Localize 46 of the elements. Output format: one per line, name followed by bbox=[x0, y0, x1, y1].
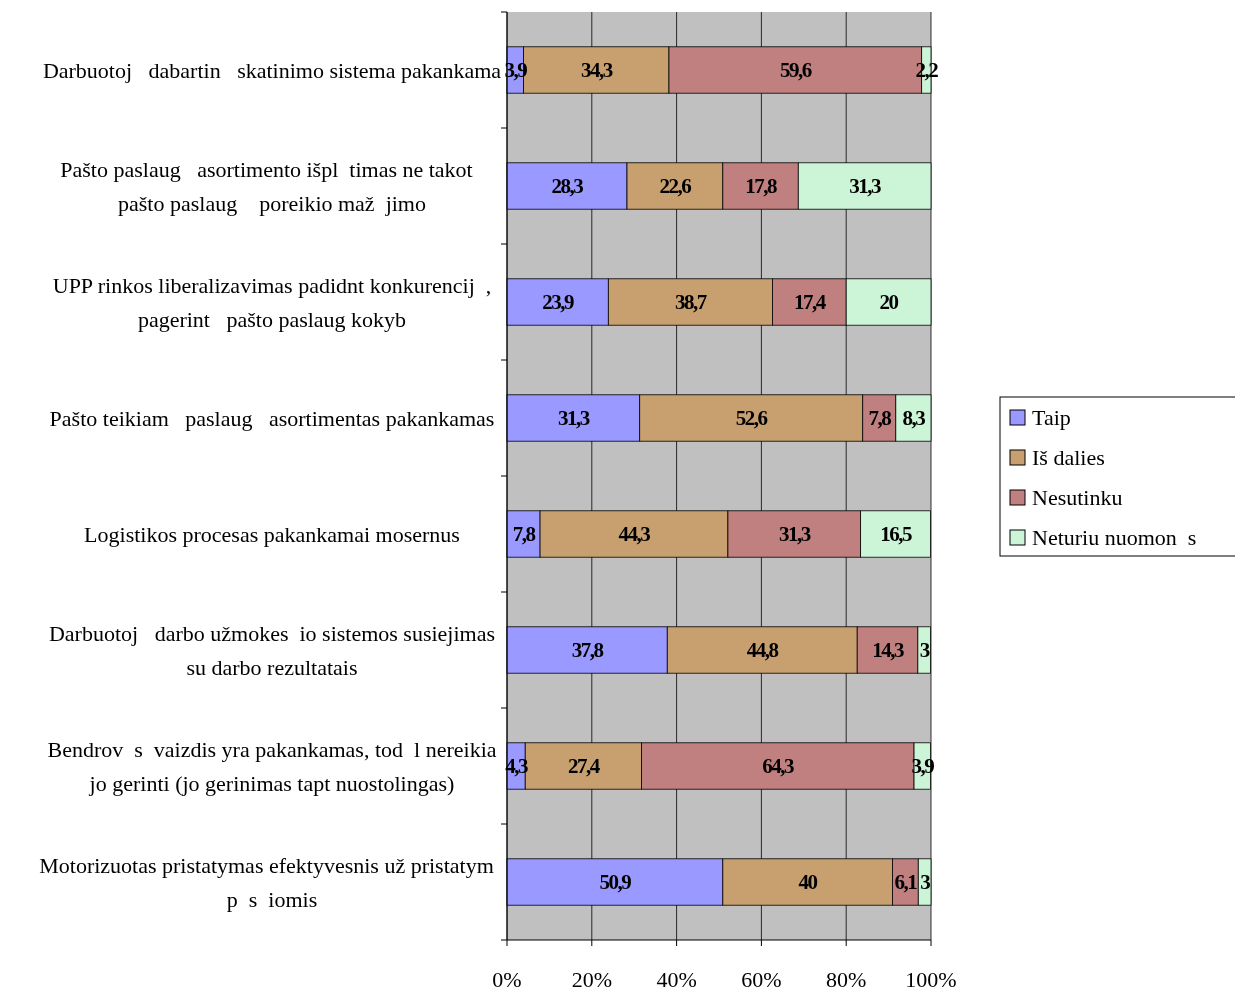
data-label: 17,8 bbox=[745, 174, 777, 199]
y-tick-label: UPP rinkos liberalizavimas padidnt konkurencij , pagerint pašto paslaug kokyb bbox=[52, 272, 492, 332]
x-tick-label: 80% bbox=[826, 967, 867, 991]
data-label: 38,7 bbox=[675, 290, 707, 315]
data-label: 23,9 bbox=[542, 290, 575, 315]
legend-label: Nesutinku bbox=[1032, 485, 1123, 510]
data-label: 22,6 bbox=[659, 174, 692, 199]
x-tick-label: 60% bbox=[741, 967, 782, 991]
data-label: 17,4 bbox=[793, 290, 827, 315]
data-label: 31,3 bbox=[849, 174, 882, 199]
data-label: 44,3 bbox=[618, 522, 651, 547]
y-tick-label: Bendrov s vaizdis yra pakankamas, tod l nereikia jo gerinti (jo gerinimas tapt nuostolingas) bbox=[47, 736, 497, 796]
data-label: 52,6 bbox=[735, 406, 768, 431]
y-tick-label: Darbuotoj dabartin skatinimo sistema pakankama bbox=[42, 57, 502, 83]
data-label: 34,3 bbox=[580, 58, 613, 83]
data-label: 37,8 bbox=[571, 638, 604, 663]
data-label: 20 bbox=[879, 290, 899, 315]
data-label: 16,5 bbox=[880, 522, 912, 547]
x-tick-label: 20% bbox=[571, 967, 612, 991]
data-label: 8,3 bbox=[902, 406, 926, 431]
data-label: 28,3 bbox=[551, 174, 584, 199]
data-label: 50,9 bbox=[599, 870, 632, 895]
data-label: 27,4 bbox=[567, 754, 601, 779]
x-tick-label: 0% bbox=[492, 967, 522, 991]
data-label: 3 bbox=[920, 870, 931, 895]
data-label: 44,8 bbox=[746, 638, 779, 663]
data-label: 59,6 bbox=[779, 58, 812, 83]
y-tick-label: Pašto teikiam paslaug asortimentas pakankamas bbox=[49, 405, 495, 431]
legend-label: Iš dalies bbox=[1032, 445, 1105, 470]
data-label: 31,3 bbox=[557, 406, 590, 431]
data-label: 40 bbox=[798, 870, 818, 895]
data-label: 6,1 bbox=[894, 870, 918, 895]
legend-label: Taip bbox=[1032, 405, 1071, 430]
x-tick-label: 40% bbox=[656, 967, 697, 991]
x-tick-label: 100% bbox=[905, 967, 957, 991]
legend-label: Neturiu nuomon s bbox=[1032, 525, 1197, 550]
data-label: 7,8 bbox=[868, 406, 892, 431]
data-label: 3 bbox=[919, 638, 930, 663]
data-label: 7,8 bbox=[512, 522, 536, 547]
y-tick-label: Motorizuotas pristatymas efektyvesnis už pristatym p s iomis bbox=[39, 852, 505, 912]
y-tick-label: Darbuotoj darbo užmokes io sistemos susiejimas su darbo rezultatais bbox=[48, 620, 496, 680]
data-label: 14,3 bbox=[872, 638, 904, 663]
data-label: 31,3 bbox=[778, 522, 811, 547]
y-tick-label: Pašto paslaug asortimento išpl timas ne takot pašto paslaug poreikio maž jimo bbox=[60, 156, 484, 216]
y-tick-label: Logistikos procesas pakankamai mosernus bbox=[84, 521, 460, 547]
data-label: 64,3 bbox=[762, 754, 795, 779]
